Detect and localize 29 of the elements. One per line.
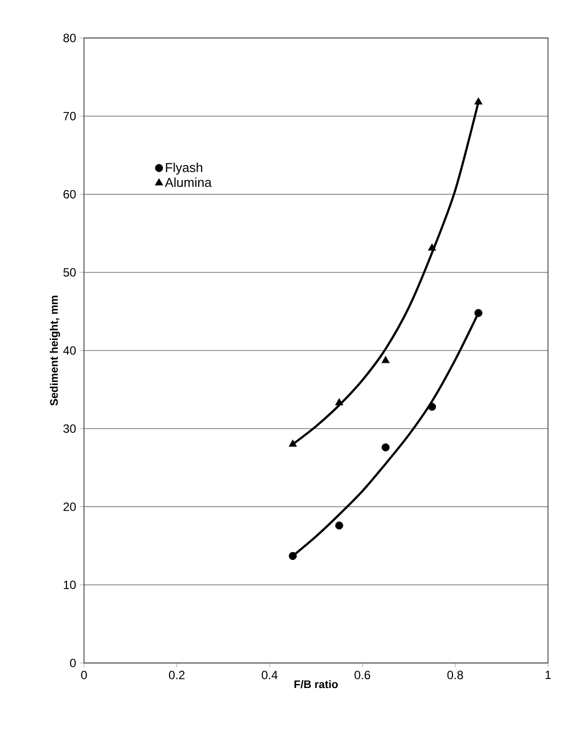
y-tick-label: 50 xyxy=(63,268,76,277)
y-tick-label: 0 xyxy=(70,658,76,668)
point xyxy=(474,309,482,317)
y-tick-label: 10 xyxy=(64,580,76,590)
point xyxy=(428,402,436,411)
point xyxy=(335,522,344,530)
x-tick-label: 0.8 xyxy=(447,670,463,680)
y-tick-label: 40 xyxy=(63,346,76,355)
point xyxy=(382,356,390,364)
x-axis-title: F/B ratio xyxy=(294,680,338,688)
x-tick-label: 1 xyxy=(546,670,551,679)
x-tick-label: 0.2 xyxy=(168,670,185,680)
y-axis-title: Sediment height, mm xyxy=(50,296,60,406)
point xyxy=(288,552,297,560)
point xyxy=(428,243,436,251)
y-tick-label: 60 xyxy=(64,190,76,198)
y-tick-label: 80 xyxy=(63,34,76,42)
legend-label: Flyash xyxy=(166,162,202,175)
point xyxy=(382,443,390,452)
legend-label: Alumina xyxy=(164,177,212,187)
x-tick-label: 0.6 xyxy=(354,670,370,680)
y-tick-label: 70 xyxy=(64,112,76,120)
x-tick-label: 0 xyxy=(81,670,87,680)
point xyxy=(335,398,344,406)
point xyxy=(474,97,482,104)
point xyxy=(288,440,297,447)
x-tick-label: 0.4 xyxy=(262,670,278,680)
y-tick-label: 30 xyxy=(63,424,76,433)
y-tick-label: 20 xyxy=(64,502,76,511)
